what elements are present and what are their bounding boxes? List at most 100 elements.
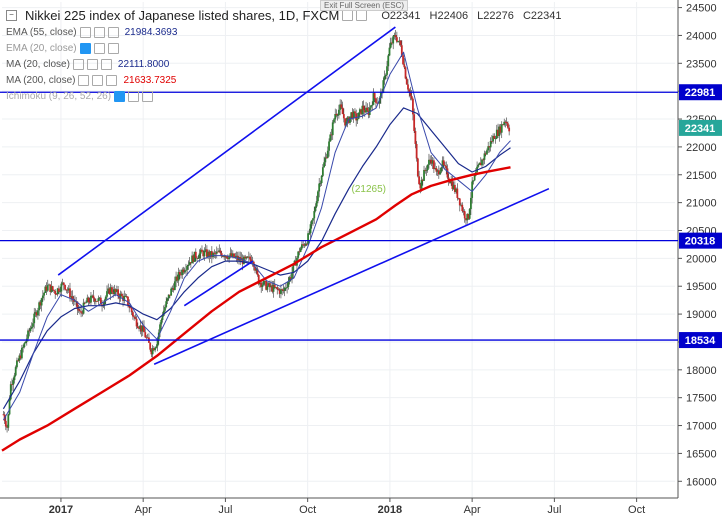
candle-body (352, 111, 355, 119)
candle-body (185, 269, 187, 271)
candle-body (283, 287, 286, 291)
current-price-label: 22341 (685, 123, 716, 135)
candle-body (7, 414, 10, 428)
candle-body (127, 296, 129, 306)
candle-body (408, 89, 411, 92)
candle-body (418, 176, 420, 185)
properties-icon[interactable] (356, 10, 368, 21)
candle-body (94, 300, 97, 302)
candle-body (260, 282, 263, 288)
settings-icon[interactable] (128, 91, 140, 102)
candle-body (115, 289, 118, 292)
candle-body (183, 270, 186, 273)
candle-body (171, 288, 174, 290)
candle-body (247, 256, 250, 258)
candle-body (155, 346, 158, 348)
candle-body (299, 248, 302, 252)
candle-body (318, 183, 321, 192)
candle-body (28, 330, 31, 332)
candle-body (486, 150, 488, 155)
candle-body (41, 295, 44, 299)
candle-body (449, 180, 451, 184)
settings-icon[interactable] (93, 27, 105, 38)
candle-body (356, 118, 359, 121)
candle-body (471, 181, 474, 198)
candle-body (403, 64, 406, 68)
candle-body (284, 287, 287, 289)
candle-body (317, 191, 319, 202)
candle-body (481, 159, 483, 166)
candle-body (261, 284, 264, 288)
candle-body (323, 162, 326, 168)
candle-body (504, 121, 507, 123)
y-tick-label: 16000 (686, 476, 717, 488)
candle-body (34, 312, 37, 314)
candle-body (57, 288, 60, 292)
candle-body (37, 310, 39, 316)
candle-body (472, 180, 475, 182)
close-icon[interactable] (107, 27, 119, 38)
eye-icon[interactable] (72, 59, 84, 70)
candle-body (18, 355, 21, 361)
candle-body (278, 289, 281, 294)
candle-body (387, 55, 390, 67)
candle-body (445, 165, 448, 169)
candle-body (434, 168, 437, 170)
eye-icon[interactable] (79, 43, 91, 54)
indicator-ema20[interactable]: EMA (20, close) (6, 43, 119, 54)
current-price-box (679, 119, 722, 136)
candle-body (305, 243, 308, 245)
candle-body (388, 47, 391, 56)
eye-icon[interactable] (114, 91, 126, 102)
candle-body (187, 264, 190, 267)
indicator-ema55[interactable]: EMA (55, close) 21984.3693 (6, 27, 177, 38)
candle-body (412, 98, 414, 115)
candle-body (17, 360, 20, 362)
candle-body (27, 330, 29, 339)
indicator-ma200[interactable]: MA (200, close) 21633.7325 (6, 75, 176, 86)
candle-body (67, 288, 70, 291)
candle-body (303, 244, 306, 246)
settings-icon[interactable] (86, 59, 98, 70)
candle-body (508, 127, 511, 132)
eye-icon[interactable] (78, 75, 90, 86)
candle-body (194, 251, 197, 258)
collapse-icon[interactable]: − (6, 10, 17, 21)
close-icon[interactable] (100, 59, 112, 70)
candle-body (119, 293, 122, 299)
candle-body (82, 302, 85, 314)
candle-body (458, 198, 461, 206)
candle-body (450, 181, 453, 184)
candle-body (86, 297, 89, 303)
candle-body (16, 360, 18, 368)
candle-body (326, 150, 329, 158)
candle-body (410, 95, 413, 99)
candle-body (502, 124, 504, 126)
candle-body (462, 211, 465, 212)
x-tick-label: Jul (218, 504, 232, 516)
indicator-ichimoku[interactable]: Ichimoku (9, 26, 52, 26) (6, 91, 154, 102)
settings-icon[interactable] (93, 43, 105, 54)
candle-body (447, 177, 450, 181)
ohlc-low: L22276 (477, 9, 514, 22)
candle-body (315, 201, 318, 207)
close-icon[interactable] (142, 91, 154, 102)
level-label-box (679, 332, 722, 349)
candle-body (199, 249, 202, 254)
settings-icon[interactable] (92, 75, 104, 86)
candle-body (193, 251, 196, 262)
candle-body (386, 66, 388, 75)
eye-icon[interactable] (79, 27, 91, 38)
candle-body (441, 160, 444, 168)
candle-body (397, 41, 400, 42)
candle-body (319, 183, 322, 184)
settings-icon[interactable] (342, 10, 354, 21)
candle-body (426, 164, 429, 170)
exit-fullscreen-button[interactable]: Exit Full Screen (ESC) (320, 0, 409, 11)
close-icon[interactable] (107, 43, 119, 54)
candle-body (49, 284, 52, 292)
indicator-ma20[interactable]: MA (20, close) 22111.8000 (6, 59, 169, 70)
close-icon[interactable] (106, 75, 118, 86)
